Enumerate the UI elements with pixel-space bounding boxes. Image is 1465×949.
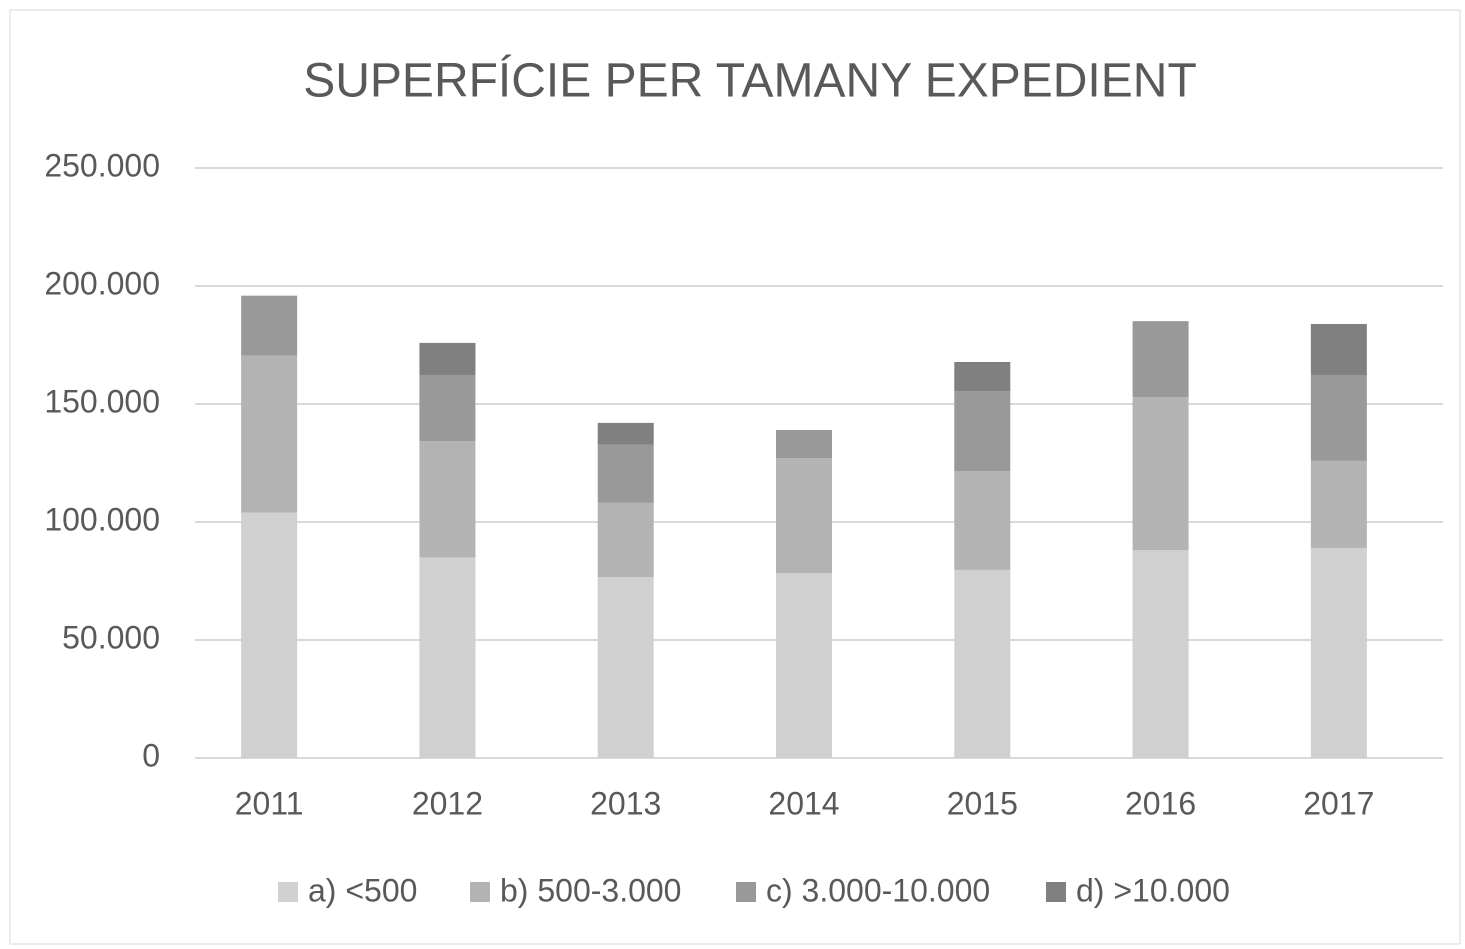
bar-segment — [1310, 323, 1367, 375]
y-tick-label: 100.000 — [44, 501, 160, 537]
legend-swatch — [278, 882, 298, 902]
bar-segment — [597, 444, 654, 503]
bar-segment — [1132, 321, 1189, 398]
bar-segment — [419, 374, 476, 442]
chart-border — [9, 9, 1461, 945]
x-tick-label: 2017 — [1303, 785, 1374, 821]
bar-segment — [419, 557, 476, 758]
legend-label: b) 500-3.000 — [500, 872, 681, 908]
bar-segment — [597, 502, 654, 577]
legend-swatch — [736, 882, 756, 902]
x-tick-label: 2014 — [768, 785, 839, 821]
bar-segment — [241, 295, 298, 356]
y-tick-label: 0 — [142, 737, 160, 773]
legend-swatch — [1046, 882, 1066, 902]
legend-label: d) >10.000 — [1076, 872, 1230, 908]
bar-segment — [954, 569, 1011, 758]
x-tick-label: 2016 — [1125, 785, 1196, 821]
bar-segment — [1310, 374, 1367, 461]
bar-segment — [241, 512, 298, 758]
bar-segment — [776, 458, 832, 573]
y-tick-label: 50.000 — [62, 619, 160, 655]
bar-segment — [1132, 397, 1189, 551]
bar-segment — [241, 355, 298, 513]
bar-segment — [1310, 460, 1367, 548]
y-tick-label: 200.000 — [44, 265, 160, 301]
bar-segment — [776, 572, 832, 758]
bar-segment — [776, 429, 832, 459]
bar-segment — [597, 422, 654, 445]
bar-segment — [419, 441, 476, 558]
bar-segment — [954, 471, 1011, 570]
bar-segment — [597, 576, 654, 758]
bar-segment — [1132, 550, 1189, 758]
x-tick-label: 2011 — [235, 785, 304, 821]
bar-segment — [954, 391, 1011, 472]
legend-swatch — [470, 882, 490, 902]
x-tick-label: 2015 — [947, 785, 1018, 821]
bar-segment — [419, 342, 476, 375]
x-tick-label: 2013 — [590, 785, 661, 821]
legend-label: a) <500 — [308, 872, 417, 908]
legend-label: c) 3.000-10.000 — [766, 872, 990, 908]
y-tick-label: 150.000 — [44, 383, 160, 419]
y-tick-label: 250.000 — [44, 147, 160, 183]
bar-segment — [1310, 547, 1367, 758]
bar-segment — [954, 361, 1011, 392]
x-tick-label: 2012 — [412, 785, 483, 821]
chart-title: SUPERFÍCIE PER TAMANY EXPEDIENT — [303, 55, 1197, 108]
